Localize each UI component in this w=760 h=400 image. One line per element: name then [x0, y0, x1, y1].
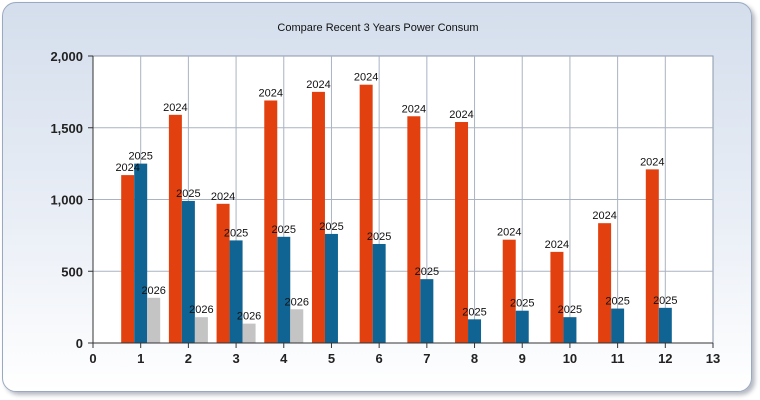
- x-tick-label: 2: [185, 351, 192, 366]
- data-label: 2026: [189, 304, 213, 316]
- x-tick-label: 3: [232, 351, 239, 366]
- bar: [455, 122, 469, 343]
- bar: [311, 91, 325, 343]
- x-tick-label: 9: [519, 351, 526, 366]
- data-label: 2024: [163, 102, 187, 114]
- data-label: 2025: [605, 296, 629, 308]
- y-tick-label: 0: [76, 336, 83, 351]
- bar: [502, 239, 516, 343]
- data-label: 2025: [224, 227, 248, 239]
- bars: [121, 84, 672, 344]
- x-tick-label: 8: [471, 351, 478, 366]
- bar: [147, 297, 161, 343]
- bar: [181, 200, 195, 343]
- x-tick-label: 4: [280, 351, 288, 366]
- bar: [468, 319, 482, 343]
- x-tick-label: 0: [89, 351, 96, 366]
- bar: [658, 307, 672, 343]
- data-label: 2024: [449, 109, 473, 121]
- bar: [216, 203, 230, 343]
- data-label: 2024: [592, 210, 616, 222]
- bar: [515, 310, 529, 343]
- bar: [420, 279, 434, 343]
- data-label: 2024: [354, 72, 378, 84]
- x-tick-label: 11: [611, 351, 625, 366]
- data-label: 2025: [653, 295, 677, 307]
- x-tick-label: 12: [658, 351, 672, 366]
- data-label: 2024: [545, 239, 569, 251]
- data-label: 2025: [128, 151, 152, 163]
- data-label: 2024: [402, 103, 426, 115]
- x-tick-label: 7: [423, 351, 430, 366]
- bar: [598, 223, 612, 343]
- x-tick-label: 10: [563, 351, 577, 366]
- data-label: 2026: [285, 296, 309, 308]
- data-labels: 2024 2024 2024 2024 2024 2024 2024 2024 2024 2024…: [115, 72, 677, 323]
- bar: [359, 84, 373, 343]
- data-label: 2024: [259, 87, 283, 99]
- bar: [134, 163, 148, 343]
- data-label: 2024: [497, 227, 521, 239]
- bar: [290, 309, 304, 343]
- y-tick-label: 1,000: [50, 193, 83, 208]
- x-tick-label: 5: [328, 351, 335, 366]
- bar: [229, 240, 243, 343]
- bar: [121, 175, 135, 343]
- x-tick-label: 13: [706, 351, 720, 366]
- data-label: 2024: [640, 156, 664, 168]
- data-label: 2024: [115, 162, 139, 174]
- data-label: 2025: [462, 306, 486, 318]
- data-label: 2026: [141, 285, 165, 297]
- data-label: 2025: [367, 231, 391, 243]
- bar: [264, 100, 278, 343]
- bar: [563, 317, 577, 343]
- data-label: 2024: [306, 79, 330, 91]
- bar: [407, 116, 421, 344]
- bar: [194, 317, 208, 343]
- data-label: 2026: [237, 311, 261, 323]
- chart-title: Compare Recent 3 Years Power Consum: [277, 22, 478, 34]
- bar: [242, 323, 256, 343]
- bar: [168, 114, 182, 344]
- data-label: 2025: [510, 298, 534, 310]
- bar: [277, 236, 291, 343]
- x-tick-label: 1: [137, 351, 144, 366]
- bar: [372, 243, 386, 343]
- bar: [611, 308, 625, 343]
- data-label: 2025: [558, 304, 582, 316]
- bar: [550, 251, 564, 343]
- bar: [645, 169, 659, 343]
- y-tick-label: 500: [61, 264, 83, 279]
- data-label: 2025: [415, 266, 439, 278]
- y-tick-label: 2,000: [50, 49, 83, 64]
- data-label: 2025: [272, 224, 296, 236]
- data-label: 2024: [211, 191, 235, 203]
- x-tick-label: 6: [376, 351, 383, 366]
- data-label: 2025: [319, 221, 343, 233]
- data-label: 2025: [176, 188, 200, 200]
- y-tick-label: 1,500: [50, 121, 83, 136]
- bar: [324, 233, 338, 343]
